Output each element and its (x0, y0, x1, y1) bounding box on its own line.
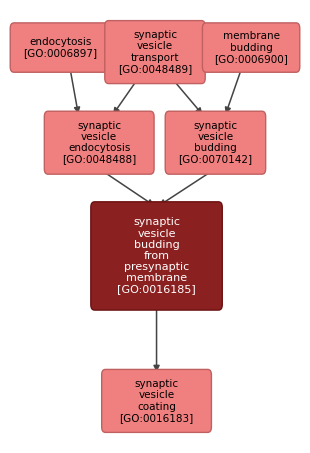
FancyBboxPatch shape (165, 111, 266, 174)
FancyBboxPatch shape (105, 20, 205, 83)
Text: membrane
budding
[GO:0006900]: membrane budding [GO:0006900] (214, 31, 288, 64)
Text: synaptic
vesicle
transport
[GO:0048489]: synaptic vesicle transport [GO:0048489] (118, 30, 192, 74)
Text: endocytosis
[GO:0006897]: endocytosis [GO:0006897] (23, 37, 98, 58)
FancyBboxPatch shape (91, 202, 222, 310)
FancyBboxPatch shape (202, 23, 300, 72)
Text: synaptic
vesicle
coating
[GO:0016183]: synaptic vesicle coating [GO:0016183] (119, 379, 194, 423)
FancyBboxPatch shape (102, 370, 211, 432)
Text: synaptic
vesicle
endocytosis
[GO:0048488]: synaptic vesicle endocytosis [GO:0048488… (62, 121, 136, 164)
Text: synaptic
vesicle
budding
[GO:0070142]: synaptic vesicle budding [GO:0070142] (178, 121, 253, 164)
FancyBboxPatch shape (44, 111, 154, 174)
FancyBboxPatch shape (10, 23, 111, 72)
Text: synaptic
vesicle
budding
from
presynaptic
membrane
[GO:0016185]: synaptic vesicle budding from presynapti… (117, 217, 196, 294)
